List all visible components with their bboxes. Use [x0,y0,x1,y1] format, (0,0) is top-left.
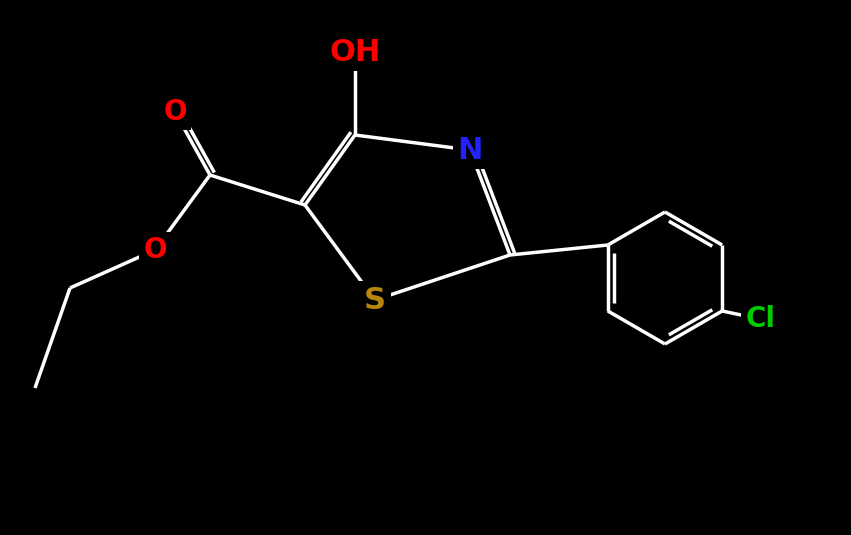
Text: N: N [457,135,483,164]
Text: OH: OH [329,37,380,66]
Text: O: O [143,236,167,264]
Text: S: S [364,286,386,315]
Text: Cl: Cl [745,305,775,333]
Text: O: O [163,98,186,126]
